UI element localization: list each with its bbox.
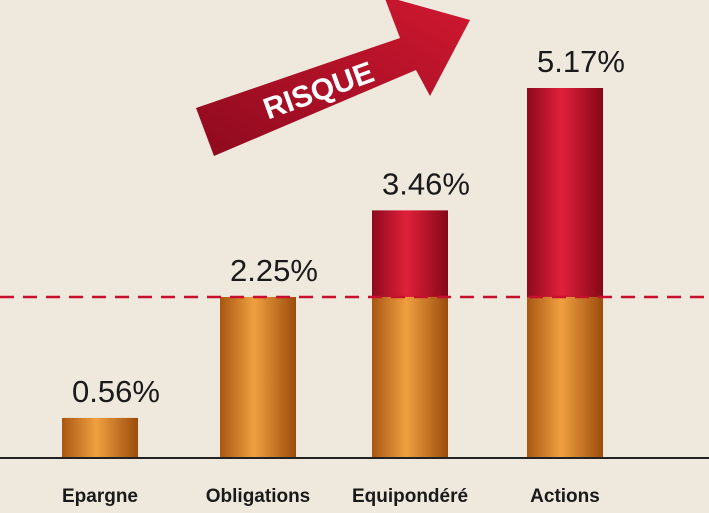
bar bbox=[62, 418, 138, 458]
value-label: 0.56% bbox=[72, 374, 160, 409]
bar-risk-part bbox=[527, 88, 603, 297]
bar-risk-part bbox=[372, 210, 448, 297]
value-label: 3.46% bbox=[382, 166, 470, 201]
x-tick-label: Equipondéré bbox=[352, 486, 468, 507]
chart: 0.56% Epargne 2.25% Obligations 3.46% Equipon… bbox=[0, 0, 709, 513]
x-tick-label: Obligations bbox=[206, 486, 311, 507]
x-tick-label: Epargne bbox=[62, 486, 138, 507]
bar bbox=[372, 297, 448, 458]
value-label: 5.17% bbox=[537, 44, 625, 79]
bar bbox=[220, 297, 296, 458]
bar bbox=[527, 297, 603, 458]
x-tick-label: Actions bbox=[530, 486, 600, 507]
value-label: 2.25% bbox=[230, 253, 318, 288]
